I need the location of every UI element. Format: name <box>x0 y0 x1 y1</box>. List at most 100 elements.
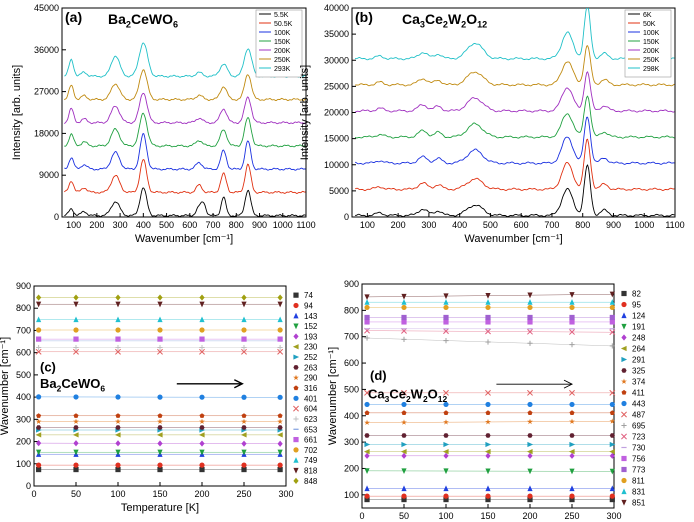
data-point-818 <box>115 301 121 308</box>
data-point-773 <box>401 314 407 321</box>
data-point-191 <box>443 468 449 475</box>
series-line-200K <box>64 92 306 125</box>
legend-marker-316 <box>293 385 299 391</box>
data-point-818 <box>241 301 247 308</box>
legend-entry-143: 143 <box>304 312 318 321</box>
data-point-756 <box>527 319 533 325</box>
data-point-831 <box>485 299 491 305</box>
x-axis-label: Wavenumber [cm⁻¹] <box>135 233 233 245</box>
legend-marker-848 <box>293 477 299 484</box>
data-point-723 <box>485 328 491 335</box>
x-tick-label: 0 <box>359 511 364 521</box>
legend-entry-487: 487 <box>632 411 646 420</box>
data-point-487 <box>443 389 449 396</box>
legend-entry-695: 695 <box>632 422 646 431</box>
series-line-5.5K <box>64 187 306 217</box>
legend-entry-248: 248 <box>632 334 646 343</box>
legend-entry-749: 749 <box>304 456 318 465</box>
legend-entry-401: 401 <box>304 394 318 403</box>
data-point-695 <box>401 336 407 342</box>
data-point-264 <box>609 449 615 455</box>
data-point-818 <box>199 301 205 308</box>
x-tick-label: 900 <box>606 220 621 230</box>
data-point-95 <box>364 493 370 499</box>
data-point-290 <box>157 418 163 424</box>
data-point-374 <box>485 419 491 425</box>
legend-entry-74: 74 <box>304 291 313 300</box>
data-point-851 <box>609 291 615 298</box>
legend-marker-811 <box>621 477 627 484</box>
legend-entry-124: 124 <box>632 312 646 321</box>
data-point-756 <box>569 319 575 325</box>
data-point-325 <box>609 433 615 438</box>
legend-entry-604: 604 <box>304 405 318 414</box>
data-point-94 <box>241 462 247 468</box>
data-point-230 <box>72 432 79 438</box>
data-point-291 <box>609 441 616 448</box>
compound-formula: Ba2CeWO6 <box>40 376 105 393</box>
y-tick-label: 500 <box>344 384 359 394</box>
data-point-193 <box>73 440 79 447</box>
data-point-661 <box>241 336 247 342</box>
data-point-756 <box>401 319 407 325</box>
data-point-811 <box>364 304 370 311</box>
data-point-851 <box>401 293 407 300</box>
data-point-82 <box>527 496 533 503</box>
data-point-263 <box>199 425 205 430</box>
data-point-723 <box>569 329 575 335</box>
y-tick-label: 600 <box>16 348 31 358</box>
data-point-831 <box>527 299 533 305</box>
data-point-74 <box>36 466 42 473</box>
legend-marker-604 <box>293 405 299 412</box>
legend-marker-325 <box>621 368 627 373</box>
legend-marker-193 <box>293 333 299 340</box>
data-point-702 <box>157 327 163 333</box>
y-tick-label: 100 <box>344 490 359 500</box>
x-tick-label: 200 <box>89 220 104 230</box>
panel-a: 100 200 300 400 500 600 700 800 900 1000 1100 0 9000… <box>11 3 316 245</box>
data-point-623 <box>199 344 205 351</box>
series-line-250K <box>64 69 306 101</box>
data-point-604 <box>73 348 79 355</box>
legend-marker-252 <box>293 354 300 360</box>
data-point-82 <box>401 496 407 503</box>
legend-marker-851 <box>621 499 627 506</box>
y-tick-label: 10000 <box>324 160 349 170</box>
data-point-749 <box>36 316 42 323</box>
legend-marker-291 <box>621 356 628 363</box>
data-point-695 <box>569 342 575 348</box>
legend-entry-773: 773 <box>632 466 646 475</box>
data-point-811 <box>485 304 491 311</box>
data-point-316 <box>73 413 79 418</box>
y-tick-label: 40000 <box>324 3 349 13</box>
data-point-74 <box>199 466 205 473</box>
x-tick-label: 100 <box>360 220 375 230</box>
x-tick-label: 250 <box>564 511 579 521</box>
legend-entry-723: 723 <box>632 433 646 442</box>
data-point-82 <box>609 496 615 503</box>
legend-marker-290 <box>293 374 299 381</box>
y-axis-label: Wavenumber [cm⁻¹] <box>0 337 11 435</box>
series-points <box>35 294 284 473</box>
data-point-263 <box>241 425 247 430</box>
y-tick-label: 5000 <box>329 186 349 196</box>
series-lines <box>64 42 306 217</box>
legend-entry-291: 291 <box>632 356 646 365</box>
y-tick-label: 200 <box>344 463 359 473</box>
legend-entry-702: 702 <box>304 446 318 455</box>
data-point-443 <box>569 401 575 408</box>
data-point-401 <box>241 394 247 400</box>
data-point-749 <box>199 316 205 323</box>
data-point-230 <box>277 432 283 438</box>
y-tick-label: 700 <box>344 332 359 342</box>
data-point-290 <box>277 418 283 424</box>
data-point-661 <box>73 336 79 342</box>
data-point-702 <box>73 327 79 333</box>
data-point-291 <box>401 441 408 448</box>
data-point-411 <box>485 410 491 415</box>
data-point-374 <box>569 418 575 424</box>
data-point-623 <box>157 344 163 351</box>
x-tick-label: 800 <box>229 220 244 230</box>
data-point-443 <box>609 401 615 408</box>
